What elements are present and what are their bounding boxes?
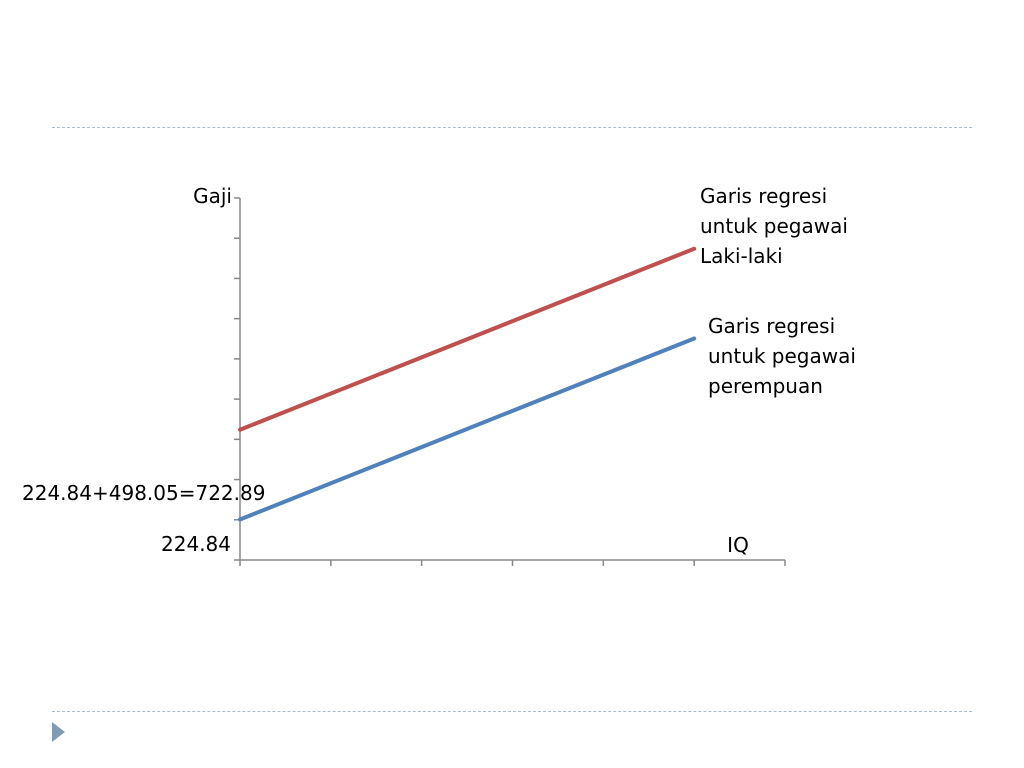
male-label-line-1: Garis regresi	[700, 184, 828, 208]
female-label-line-2: untuk pegawai	[708, 344, 856, 368]
regression-line-male	[238, 246, 697, 432]
bullet-triangle-icon	[52, 722, 65, 742]
y-axis-label: Gaji	[193, 184, 232, 208]
male-label-line-2: untuk pegawai	[700, 214, 848, 238]
male-line-label: Garis regresi untuk pegawai Laki-laki	[700, 181, 848, 271]
top-divider	[52, 127, 972, 128]
x-axis-label: IQ	[727, 533, 749, 557]
y-tick-label-intercept-female: 224.84	[161, 532, 231, 556]
female-line-label: Garis regresi untuk pegawai perempuan	[708, 311, 856, 401]
female-label-line-3: perempuan	[708, 374, 823, 398]
male-label-line-3: Laki-laki	[700, 244, 783, 268]
bottom-divider	[52, 711, 972, 712]
regression-line-female	[238, 336, 697, 522]
y-tick-label-intercept-male: 224.84+498.05=722.89	[22, 481, 265, 505]
female-label-line-1: Garis regresi	[708, 314, 836, 338]
